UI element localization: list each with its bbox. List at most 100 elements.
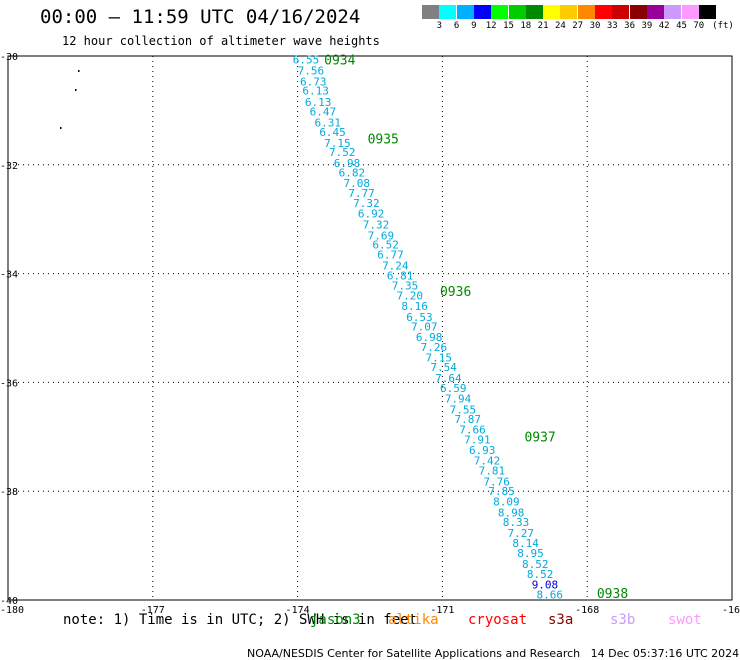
wave-height-label: 6.81	[387, 270, 414, 283]
legend-swatch	[646, 5, 664, 19]
island-speck	[60, 127, 62, 129]
legend-swatch	[473, 5, 491, 19]
lat-tick-label: -32	[0, 161, 18, 172]
lat-tick-label: -34	[0, 270, 18, 281]
footer-credit: NOAA/NESDIS Center for Satellite Applica…	[240, 634, 739, 660]
wave-height-label: 8.16	[401, 300, 428, 313]
wave-height-label: 7.55	[450, 404, 477, 417]
track-time-label: 0938	[597, 587, 628, 602]
wave-height-label: 7.76	[483, 475, 510, 488]
satellite-cryosat: cryosat	[468, 612, 528, 628]
wave-height-label: 7.69	[368, 229, 395, 242]
wave-height-label: 7.81	[479, 464, 506, 477]
wave-height-label: 7.15	[426, 351, 453, 364]
legend-swatch	[543, 5, 561, 19]
wave-height-label: 7.94	[445, 393, 472, 406]
legend-label: 36	[624, 21, 636, 31]
wave-height-label: 7.07	[411, 320, 438, 333]
legend-swatch	[612, 5, 630, 19]
wave-height-label: 7.77	[348, 187, 375, 200]
wave-height-label: 7.87	[454, 413, 481, 426]
satellite-s3a: s3a	[548, 612, 574, 628]
wave-height-label: 7.91	[464, 433, 491, 446]
island-speck	[78, 70, 80, 72]
legend-label: 18	[520, 21, 532, 31]
legend-label: 21	[537, 21, 549, 31]
wave-height-label: 6.47	[310, 105, 337, 118]
legend-label: 12	[485, 21, 497, 31]
footnote: note: 1) Time is in UTC; 2) SWH is in fe…	[63, 612, 418, 628]
legend-swatch	[422, 5, 439, 19]
lon-tick-label: -177	[141, 605, 165, 616]
legend-swatch	[439, 5, 457, 19]
wave-height-label: 6.77	[377, 248, 404, 261]
wave-height-label: 7.26	[421, 341, 448, 354]
chart-subtitle: 12 hour collection of altimeter wave hei…	[62, 34, 380, 48]
legend-swatch	[664, 5, 682, 19]
lon-tick-label: -174	[286, 605, 310, 616]
wave-height-label: 6.59	[440, 382, 467, 395]
wave-height-label: 7.32	[353, 197, 380, 210]
wave-height-label: 6.53	[406, 311, 433, 324]
wave-height-label: 6.13	[305, 96, 332, 109]
wave-height-label: 8.52	[522, 558, 549, 571]
wave-height-label: 8.09	[493, 495, 519, 508]
legend-unit: (ft)	[712, 21, 734, 31]
plot-frame	[7, 55, 733, 601]
wave-height-label: 7.24	[382, 259, 409, 272]
legend-label: 30	[589, 21, 601, 31]
lon-tick-label: -180	[0, 605, 24, 616]
legend-label: 6	[453, 21, 460, 31]
legend-swatch	[491, 5, 509, 19]
wave-height-label: 6.98	[334, 157, 361, 170]
wave-height-label: 6.93	[469, 444, 496, 457]
wave-height-label: 6.55	[293, 54, 320, 67]
wave-height-label: 6.13	[302, 85, 329, 98]
legend-swatch	[595, 5, 612, 19]
wave-height-label: 7.64	[435, 372, 462, 385]
wave-height-label: 7.20	[397, 289, 424, 302]
satellite-swot: swot	[668, 612, 702, 628]
lat-tick-label: -30	[0, 52, 18, 63]
wave-height-label: 7.15	[324, 137, 351, 150]
wave-height-label: 7.85	[488, 485, 514, 498]
legend-swatch	[577, 5, 595, 19]
wave-height-label: 6.52	[372, 239, 399, 252]
wave-height-label: 7.66	[459, 424, 486, 437]
wave-height-label: 6.98	[416, 331, 443, 344]
wave-height-label: 6.82	[339, 166, 366, 179]
wave-height-label: 7.27	[508, 527, 535, 540]
wave-height-label: 8.33	[503, 516, 530, 529]
wave-height-label: 7.54	[430, 361, 457, 374]
legend-swatch	[508, 5, 526, 19]
satellite-altika: altika	[388, 612, 439, 628]
lat-tick-label: -40	[0, 596, 18, 607]
wave-height-label: 8.95	[517, 547, 544, 560]
track-time-label: 0936	[440, 285, 471, 300]
legend-label: 9	[471, 21, 477, 31]
credit-text: NOAA/NESDIS Center for Satellite Applica…	[247, 647, 581, 660]
island-speck	[75, 89, 77, 91]
wave-height-label: 7.42	[474, 455, 501, 468]
legend-label: 27	[572, 21, 584, 31]
legend-label: 33	[606, 21, 618, 31]
wave-height-label: 6.31	[314, 116, 341, 129]
legend-swatch	[560, 5, 578, 19]
wave-height-label: 8.98	[498, 506, 525, 519]
track-time-label: 0937	[524, 431, 555, 446]
legend-label: 42	[658, 21, 670, 31]
legend-label: 3	[436, 21, 442, 31]
wave-height-label: 7.08	[343, 177, 370, 190]
chart-title: 00:00 – 11:59 UTC 04/16/2024	[40, 6, 361, 28]
lon-tick-label: -171	[430, 605, 454, 616]
timestamp-text: 14 Dec 05:37:16 UTC 2024	[590, 647, 740, 660]
legend-swatch	[629, 5, 647, 19]
legend-swatch	[456, 5, 474, 19]
legend-label: 39	[641, 21, 653, 31]
legend-label: 24	[554, 21, 566, 31]
wave-height-label: 9.08	[532, 579, 559, 592]
track-time-label: 0935	[368, 133, 399, 148]
legend-swatch	[698, 5, 716, 19]
wave-height-label: 7.52	[329, 146, 356, 159]
wave-height-label: 6.45	[319, 126, 346, 139]
